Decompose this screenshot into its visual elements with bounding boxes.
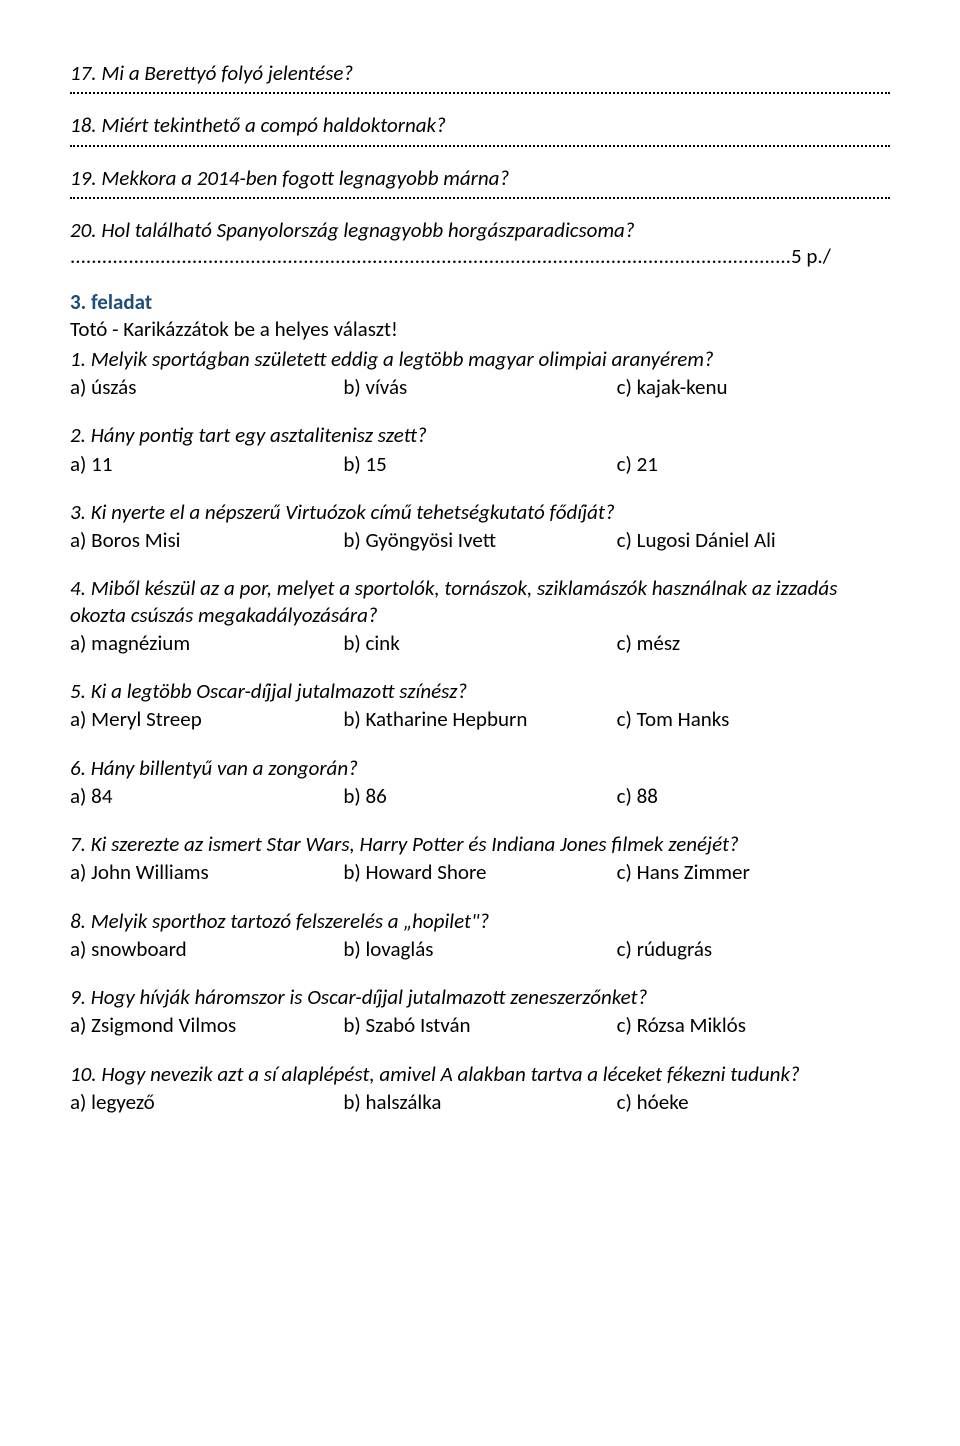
quiz-options-row: a) John Williamsb) Howard Shorec) Hans Z…	[70, 859, 890, 885]
option-b[interactable]: b) halszálka	[343, 1089, 616, 1115]
points-value: 5 p./	[791, 243, 831, 269]
answer-line	[70, 92, 890, 94]
quiz-question: 4. Miből készül az a por, melyet a sport…	[70, 575, 890, 628]
quiz-question: 2. Hány pontig tart egy asztalitenisz sz…	[70, 422, 890, 448]
quiz-options-row: a) úszásb) vívásc) kajak-kenu	[70, 374, 890, 400]
option-c[interactable]: c) Tom Hanks	[617, 706, 890, 732]
option-c[interactable]: c) kajak-kenu	[617, 374, 890, 400]
dots-leader	[70, 243, 791, 269]
option-b[interactable]: b) lovaglás	[343, 936, 616, 962]
points-line: 5 p./	[70, 243, 890, 269]
option-a[interactable]: a) úszás	[70, 374, 343, 400]
option-c[interactable]: c) 88	[617, 783, 890, 809]
option-c[interactable]: c) Hans Zimmer	[617, 859, 890, 885]
quiz-question: 1. Melyik sportágban született eddig a l…	[70, 346, 890, 372]
quiz-options-row: a) 11b) 15c) 21	[70, 451, 890, 477]
quiz-question: 7. Ki szerezte az ismert Star Wars, Harr…	[70, 831, 890, 857]
option-a[interactable]: a) legyező	[70, 1089, 343, 1115]
option-b[interactable]: b) 15	[343, 451, 616, 477]
quiz-options-row: a) snowboardb) lovaglásc) rúdugrás	[70, 936, 890, 962]
option-a[interactable]: a) magnézium	[70, 630, 343, 656]
question-18: 18. Miért tekinthető a compó haldoktorna…	[70, 112, 890, 138]
option-b[interactable]: b) Gyöngyösi Ivett	[343, 527, 616, 553]
quiz-options-row: a) Meryl Streepb) Katharine Hepburnc) To…	[70, 706, 890, 732]
option-a[interactable]: a) Boros Misi	[70, 527, 343, 553]
quiz-options-row: a) legyezőb) halszálkac) hóeke	[70, 1089, 890, 1115]
quiz-question: 5. Ki a legtöbb Oscar-díjjal jutalmazott…	[70, 678, 890, 704]
quiz-question: 3. Ki nyerte el a népszerű Virtuózok cím…	[70, 499, 890, 525]
option-c[interactable]: c) 21	[617, 451, 890, 477]
quiz-question: 6. Hány billentyű van a zongorán?	[70, 755, 890, 781]
section-3-subtitle: Totó - Karikázzátok be a helyes választ!	[70, 316, 890, 342]
quiz-options-row: a) 84b) 86c) 88	[70, 783, 890, 809]
option-a[interactable]: a) John Williams	[70, 859, 343, 885]
quiz-options-row: a) magnéziumb) cinkc) mész	[70, 630, 890, 656]
option-a[interactable]: a) Meryl Streep	[70, 706, 343, 732]
option-a[interactable]: a) 11	[70, 451, 343, 477]
option-a[interactable]: a) 84	[70, 783, 343, 809]
option-c[interactable]: c) Rózsa Miklós	[617, 1012, 890, 1038]
option-a[interactable]: a) Zsigmond Vilmos	[70, 1012, 343, 1038]
section-3-title: 3. feladat	[70, 289, 890, 315]
quiz-options-row: a) Boros Misib) Gyöngyösi Ivettc) Lugosi…	[70, 527, 890, 553]
option-b[interactable]: b) vívás	[343, 374, 616, 400]
option-c[interactable]: c) rúdugrás	[617, 936, 890, 962]
option-b[interactable]: b) Katharine Hepburn	[343, 706, 616, 732]
question-20: 20. Hol található Spanyolország legnagyo…	[70, 217, 890, 243]
option-c[interactable]: c) mész	[617, 630, 890, 656]
option-b[interactable]: b) Howard Shore	[343, 859, 616, 885]
answer-line	[70, 197, 890, 199]
quiz-question: 10. Hogy nevezik azt a sí alaplépést, am…	[70, 1061, 890, 1087]
option-b[interactable]: b) 86	[343, 783, 616, 809]
option-b[interactable]: b) Szabó István	[343, 1012, 616, 1038]
answer-line	[70, 145, 890, 147]
quiz-question: 9. Hogy hívják háromszor is Oscar-díjjal…	[70, 984, 890, 1010]
option-c[interactable]: c) Lugosi Dániel Ali	[617, 527, 890, 553]
quiz-options-row: a) Zsigmond Vilmosb) Szabó Istvánc) Rózs…	[70, 1012, 890, 1038]
question-17: 17. Mi a Berettyó folyó jelentése?	[70, 60, 890, 86]
quiz-question: 8. Melyik sporthoz tartozó felszerelés a…	[70, 908, 890, 934]
question-19: 19. Mekkora a 2014-ben fogott legnagyobb…	[70, 165, 890, 191]
option-b[interactable]: b) cink	[343, 630, 616, 656]
option-a[interactable]: a) snowboard	[70, 936, 343, 962]
option-c[interactable]: c) hóeke	[617, 1089, 890, 1115]
